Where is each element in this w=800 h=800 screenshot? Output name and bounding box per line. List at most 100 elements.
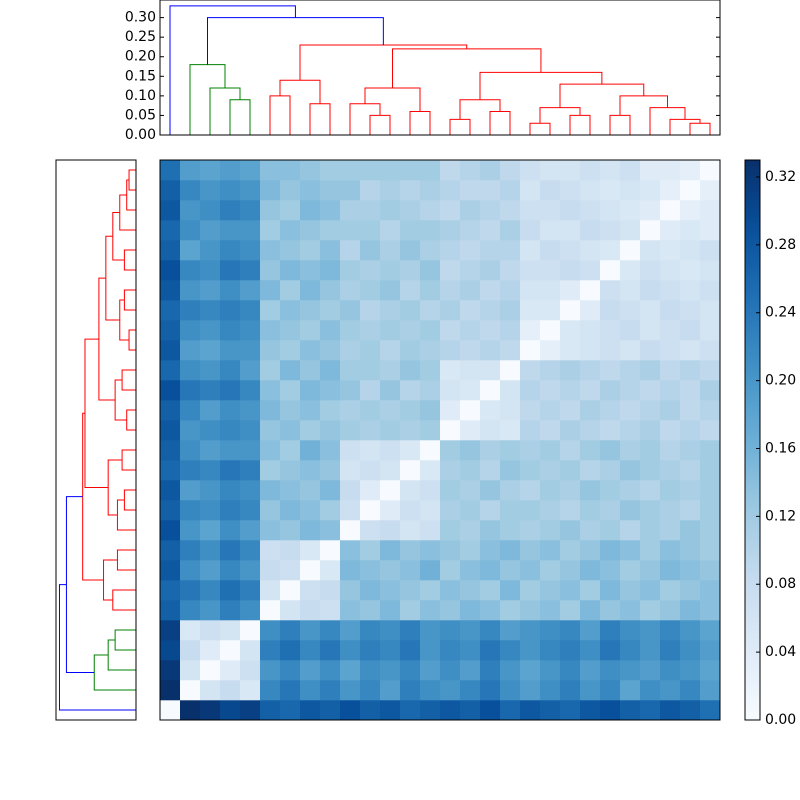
heatmap-cell <box>660 300 681 321</box>
heatmap-cell <box>320 160 341 181</box>
heatmap-cell <box>160 280 181 301</box>
heatmap-cell <box>440 580 461 601</box>
heatmap-cell <box>500 620 521 641</box>
heatmap-cell <box>460 300 481 321</box>
heatmap-cell <box>580 520 601 541</box>
heatmap-cell <box>600 320 621 341</box>
heatmap-cell <box>560 220 581 241</box>
heatmap-cell <box>660 200 681 221</box>
heatmap-cell <box>640 640 661 661</box>
heatmap-cell <box>560 580 581 601</box>
heatmap-cell <box>160 700 181 721</box>
heatmap-cell <box>420 500 441 521</box>
dendrogram-link <box>569 114 591 135</box>
dendrogram-link <box>114 379 127 421</box>
heatmap-cell <box>260 540 281 561</box>
heatmap-cell <box>300 380 321 401</box>
heatmap-cell <box>180 520 201 541</box>
heatmap-cell <box>340 700 361 721</box>
heatmap-cell <box>640 280 661 301</box>
heatmap-cell <box>580 280 601 301</box>
heatmap-cell <box>700 200 721 221</box>
dendrogram-link <box>126 409 136 431</box>
heatmap-cell <box>440 460 461 481</box>
heatmap-cell <box>600 360 621 381</box>
heatmap-cell <box>560 500 581 521</box>
heatmap-cell <box>340 340 361 361</box>
heatmap-cell <box>480 420 501 441</box>
heatmap-cell <box>640 160 661 181</box>
heatmap-cell <box>480 560 501 581</box>
heatmap-cell <box>180 700 201 721</box>
heatmap-cell <box>640 660 661 681</box>
heatmap-cell <box>260 340 281 361</box>
heatmap-cell <box>320 240 341 261</box>
heatmap-cell <box>180 600 201 621</box>
colorbar-tick-label: 0.24 <box>765 305 796 321</box>
heatmap-cell <box>280 560 301 581</box>
heatmap-cell <box>200 280 221 301</box>
heatmap-cell <box>200 560 221 581</box>
heatmap-cell <box>500 460 521 481</box>
heatmap-cell <box>640 500 661 521</box>
heatmap-cell <box>200 580 221 601</box>
heatmap-cell <box>400 220 421 241</box>
heatmap-cell <box>500 200 521 221</box>
heatmap-cell <box>540 620 561 641</box>
heatmap-cell <box>160 540 181 561</box>
heatmap-cell <box>180 240 201 261</box>
heatmap-cell <box>520 260 541 281</box>
heatmap-cell <box>700 560 721 581</box>
heatmap-cell <box>480 320 501 341</box>
heatmap-cell <box>220 460 241 481</box>
heatmap-cell <box>200 340 221 361</box>
heatmap-cell <box>300 260 321 281</box>
heatmap-cell <box>260 360 281 381</box>
heatmap-cell <box>680 380 701 401</box>
heatmap-cell <box>420 320 441 341</box>
heatmap-cell <box>180 620 201 641</box>
heatmap-cell <box>180 420 201 441</box>
heatmap-cell <box>660 380 681 401</box>
heatmap-cell <box>560 660 581 681</box>
heatmap-cell <box>340 440 361 461</box>
heatmap-cell <box>240 320 261 341</box>
heatmap-cell <box>640 320 661 341</box>
heatmap-cell <box>520 180 541 201</box>
heatmap-cell <box>260 240 281 261</box>
heatmap-cell <box>580 540 601 561</box>
heatmap-cell <box>600 300 621 321</box>
heatmap-cell <box>300 660 321 681</box>
heatmap-cell <box>500 480 521 501</box>
heatmap-cell <box>520 460 541 481</box>
heatmap-cell <box>340 380 361 401</box>
heatmap-cell <box>540 300 561 321</box>
heatmap-cell <box>260 260 281 281</box>
heatmap-cell <box>680 200 701 221</box>
heatmap-cell <box>360 520 381 541</box>
heatmap-cell <box>280 480 301 501</box>
heatmap-cell <box>620 280 641 301</box>
heatmap-cell <box>400 640 421 661</box>
heatmap-cell <box>540 360 561 381</box>
heatmap-cell <box>520 400 541 421</box>
heatmap-cell <box>240 380 261 401</box>
heatmap-cell <box>500 240 521 261</box>
heatmap-cell <box>440 320 461 341</box>
heatmap-cell <box>260 520 281 541</box>
heatmap-cell <box>680 620 701 641</box>
dendrogram-link <box>121 369 136 391</box>
heatmap-cell <box>260 660 281 681</box>
heatmap-cell <box>320 500 341 521</box>
heatmap-cell <box>680 300 701 321</box>
heatmap-cell <box>460 360 481 381</box>
heatmap-cell <box>700 220 721 241</box>
heatmap-cell <box>180 180 201 201</box>
heatmap-cell <box>520 320 541 341</box>
heatmap-cell <box>640 240 661 261</box>
heatmap-cell <box>320 620 341 641</box>
heatmap-cell <box>460 480 481 501</box>
heatmap-cell <box>160 600 181 621</box>
heatmap-cell <box>640 340 661 361</box>
